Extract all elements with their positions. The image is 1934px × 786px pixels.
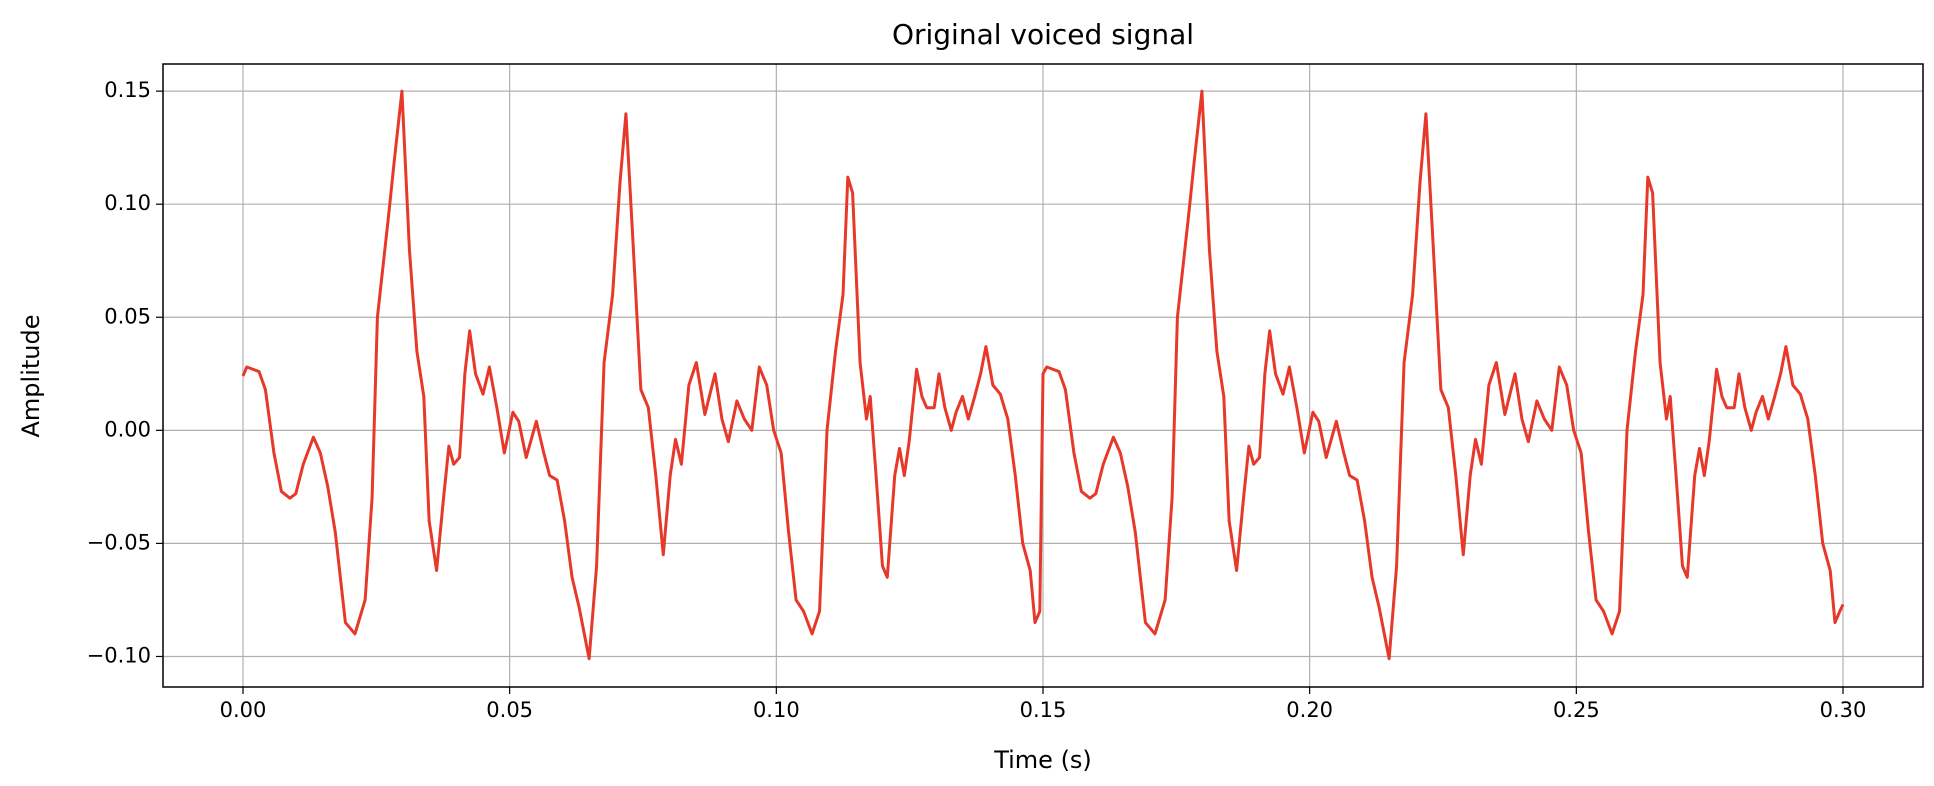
x-tick-label: 0.00 (220, 698, 267, 722)
y-tick-label: 0.05 (104, 304, 151, 328)
x-tick-label: 0.20 (1286, 698, 1333, 722)
y-tick-label: 0.10 (104, 191, 151, 215)
x-tick-label: 0.10 (753, 698, 800, 722)
y-axis-label: Amplitude (17, 315, 45, 438)
x-axis-label: Time (s) (993, 746, 1092, 774)
y-tick-label: −0.05 (87, 530, 151, 554)
y-tick-label: −0.10 (87, 643, 151, 667)
x-tick-label: 0.30 (1820, 698, 1867, 722)
x-tick-label: 0.15 (1020, 698, 1067, 722)
y-tick-label: 0.00 (104, 417, 151, 441)
x-tick-label: 0.05 (486, 698, 533, 722)
plot-frame (162, 63, 1924, 688)
chart-title: Original voiced signal (892, 18, 1194, 51)
y-tick-label: 0.15 (104, 78, 151, 102)
x-tick-label: 0.25 (1553, 698, 1600, 722)
signal-line (241, 89, 1845, 661)
